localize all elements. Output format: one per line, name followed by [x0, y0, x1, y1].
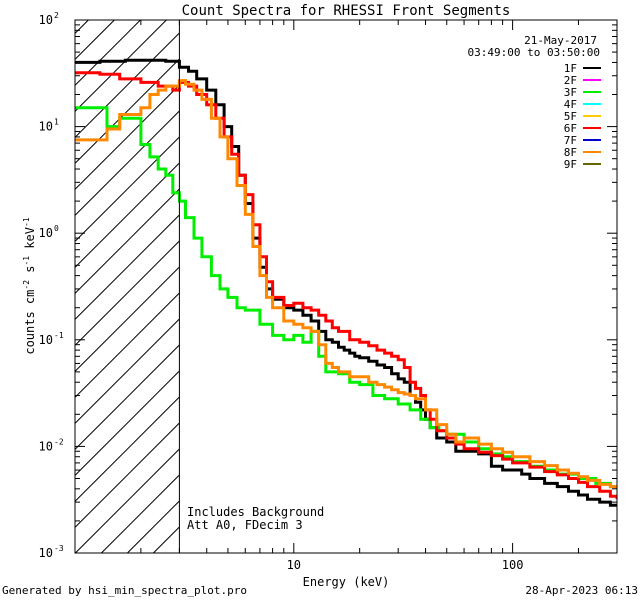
y-tick-exponent: -1	[54, 331, 64, 340]
hatch-line	[74, 188, 180, 294]
hatch-line	[74, 58, 180, 164]
hatch-line	[74, 110, 180, 216]
hatch-line	[74, 422, 180, 528]
y-tick-label: 10	[39, 333, 53, 347]
x-tick-label: 10	[287, 558, 301, 572]
hatch-line	[74, 370, 180, 476]
hatch-line	[153, 526, 180, 554]
hatch-line	[127, 500, 180, 554]
hatch-line	[74, 292, 180, 398]
y-tick-label: 10	[39, 13, 53, 27]
legend-label: 8F	[564, 146, 577, 159]
legend-label: 3F	[564, 86, 577, 99]
hatch-line	[74, 19, 167, 112]
hatch-line	[74, 344, 180, 450]
hatch-line	[74, 266, 180, 372]
y-tick-exponent: -3	[54, 544, 64, 553]
chart-title: Count Spectra for RHESSI Front Segments	[182, 3, 511, 19]
time-range-label: 03:49:00 to 03:50:00	[468, 46, 600, 59]
legend-label: 4F	[564, 98, 577, 111]
hatch-line	[74, 240, 180, 346]
y-axis-label: counts cm-2 s-1 keV-1	[22, 217, 37, 354]
hatch-line	[101, 474, 180, 554]
y-tick-label: 10	[39, 546, 53, 560]
y-tick-label: 10	[39, 439, 53, 453]
series-group	[75, 58, 617, 507]
annotation-background: Includes Background	[187, 505, 324, 519]
y-tick-exponent: 2	[54, 11, 59, 20]
hatch-line	[75, 448, 180, 554]
y-tick-exponent: 0	[54, 224, 59, 233]
legend-label: 5F	[564, 110, 577, 123]
hatch-line	[74, 318, 180, 424]
x-tick-label: 100	[502, 558, 524, 572]
legend-label: 6F	[564, 122, 577, 135]
axis-ticks	[74, 20, 618, 554]
hatch-line	[74, 214, 180, 320]
plot-frame	[74, 19, 618, 554]
legend-label: 2F	[564, 74, 577, 87]
y-tick-label: 10	[39, 226, 53, 240]
y-tick-exponent: -2	[54, 437, 64, 446]
legend-label: 7F	[564, 134, 577, 147]
hatch-line	[74, 32, 180, 138]
legend-label: 9F	[564, 158, 577, 171]
footer-timestamp: 28-Apr-2023 06:13	[525, 584, 638, 597]
hatch-line	[74, 396, 180, 502]
footer-generated-by: Generated by hsi_min_spectra_plot.pro	[2, 584, 247, 597]
series-6F	[75, 71, 617, 500]
series-1F	[75, 58, 617, 507]
hatch-line	[74, 162, 180, 268]
x-axis-label: Energy (keV)	[303, 575, 390, 589]
attenuator-hatch-region	[74, 19, 180, 554]
y-tick-exponent: 1	[54, 118, 59, 127]
legend-label: 1F	[564, 62, 577, 75]
annotation-attenuator: Att A0, FDecim 3	[187, 518, 303, 532]
series-3F	[75, 106, 617, 489]
hatch-line	[74, 19, 141, 86]
hatch-line	[74, 136, 180, 242]
hatch-line	[74, 19, 115, 60]
date-label: 21-May-2017	[524, 34, 597, 47]
series-8F	[75, 79, 617, 489]
hatch-line	[74, 84, 180, 190]
y-tick-label: 10	[39, 120, 53, 134]
hatch-line	[74, 19, 89, 34]
